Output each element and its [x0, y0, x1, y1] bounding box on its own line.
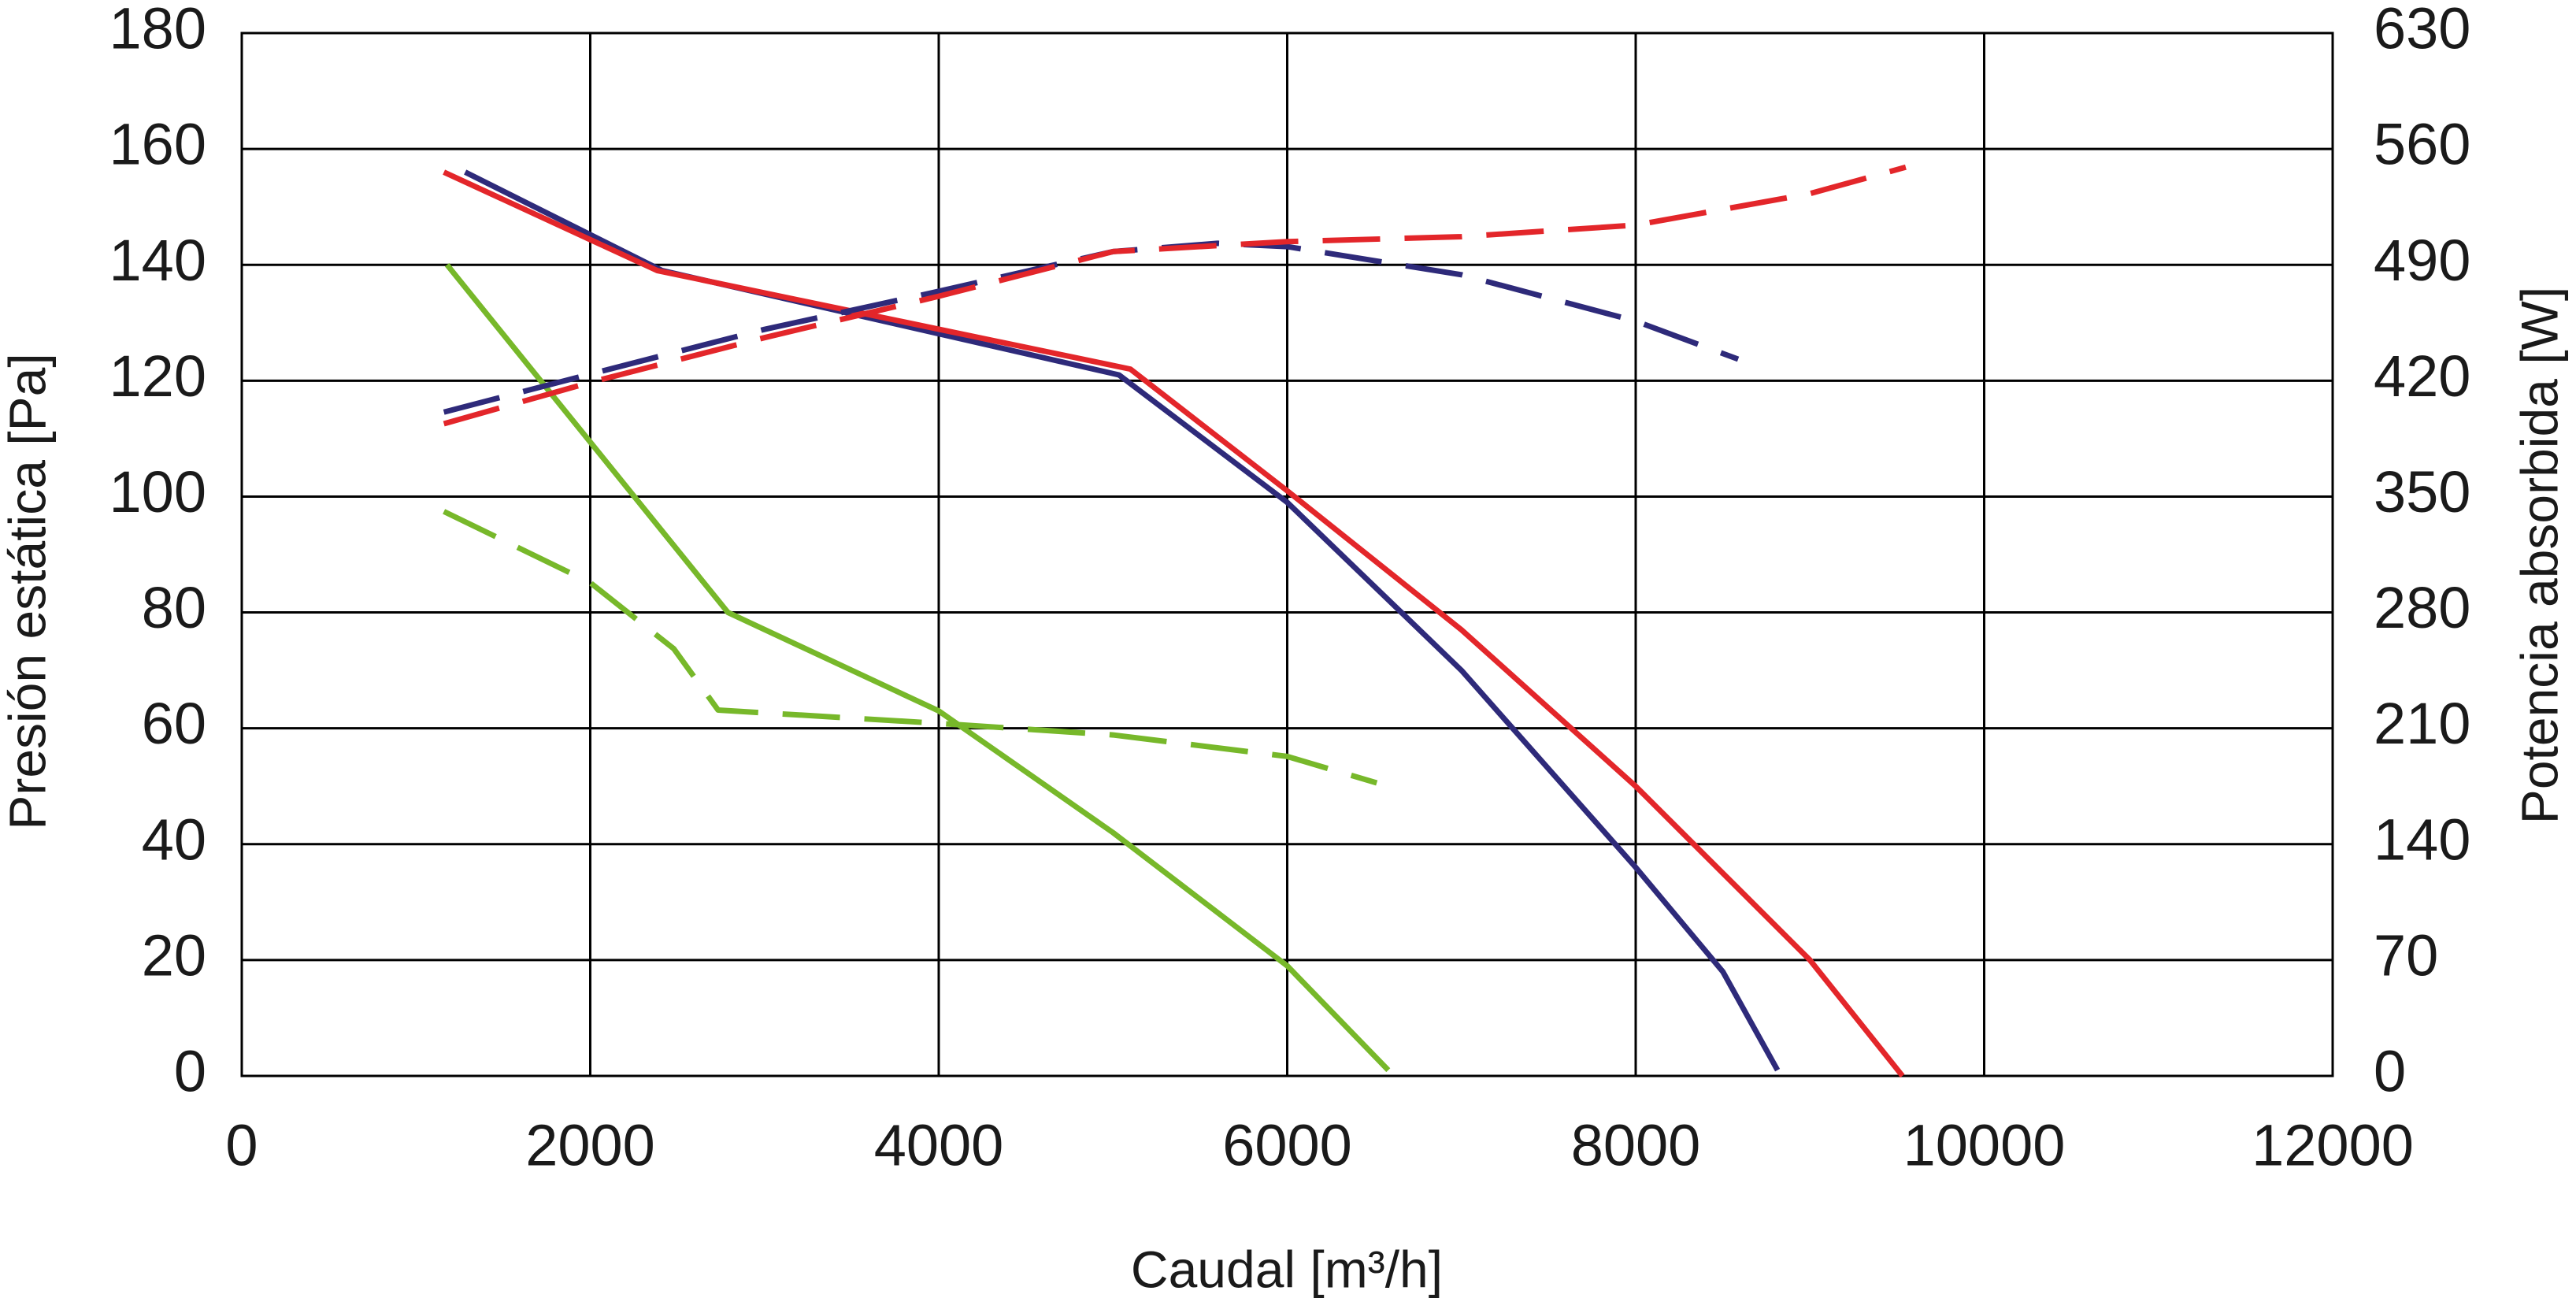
x-tick-label: 12000	[2252, 1113, 2414, 1178]
y2-tick-label: 420	[2374, 343, 2470, 409]
y-tick-label: 20	[142, 922, 206, 988]
y-axis-label: Presión estática [Pa]	[0, 353, 56, 829]
series-line	[443, 240, 1740, 415]
x-tick-label: 0	[225, 1113, 258, 1178]
x-tick-label: 2000	[525, 1113, 655, 1178]
x-tick-label: 6000	[1222, 1113, 1352, 1178]
y2-axis-label: Potencia absorbida [W]	[2510, 287, 2568, 824]
y2-tick-label: 0	[2374, 1039, 2406, 1104]
y2-tick-label: 280	[2374, 575, 2470, 640]
y2-tick-label: 630	[2374, 0, 2470, 61]
y-tick-label: 80	[142, 575, 206, 640]
series-line	[444, 263, 1391, 1073]
y-tick-label: 40	[142, 807, 206, 872]
series-line	[443, 164, 1907, 427]
y-tick-label: 160	[109, 112, 206, 177]
y-tick-label: 100	[109, 459, 206, 525]
y2-tick-label: 70	[2374, 922, 2438, 988]
series-line	[443, 169, 1905, 1078]
y-tick-label: 120	[109, 343, 206, 409]
series-line	[443, 509, 1378, 786]
y-tick-label: 140	[109, 228, 206, 293]
y-tick-label: 0	[174, 1039, 206, 1104]
y-tick-label: 60	[142, 691, 206, 756]
x-tick-label: 8000	[1571, 1113, 1701, 1178]
y2-tick-label: 490	[2374, 228, 2470, 293]
x-axis-label: Caudal [m³/h]	[1131, 1240, 1443, 1298]
plot-frame	[240, 32, 2334, 1077]
y-tick-label: 180	[109, 0, 206, 61]
y2-tick-label: 560	[2374, 112, 2470, 177]
y2-tick-label: 210	[2374, 691, 2470, 756]
y2-tick-label: 140	[2374, 807, 2470, 872]
x-tick-label: 4000	[874, 1113, 1004, 1178]
y2-tick-label: 350	[2374, 459, 2470, 525]
x-tick-label: 10000	[1903, 1113, 2066, 1178]
